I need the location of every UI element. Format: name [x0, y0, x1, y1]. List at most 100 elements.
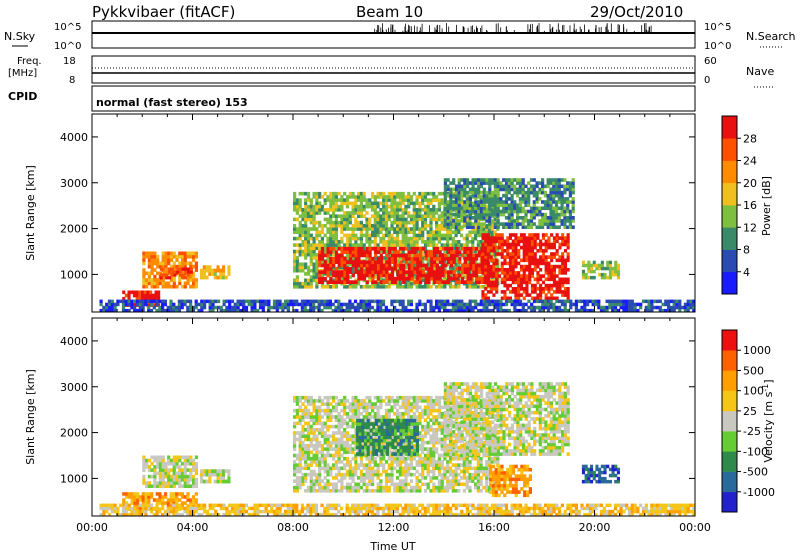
echo-cell — [566, 181, 570, 185]
echo-cell — [142, 281, 146, 286]
echo-cell — [446, 206, 450, 211]
echo-cell — [371, 263, 375, 268]
echo-cell — [293, 485, 297, 490]
echo-cell — [295, 211, 299, 215]
echo-cell — [479, 285, 483, 289]
echo-cell — [178, 267, 182, 271]
echo-cell — [119, 299, 123, 304]
echo-cell — [306, 236, 311, 241]
echo-cell — [334, 217, 338, 222]
echo-cell — [557, 190, 561, 195]
echo-cell — [315, 444, 319, 448]
echo-cell — [295, 395, 299, 400]
echo-cell — [295, 485, 299, 490]
echo-cell — [292, 308, 296, 313]
echo-cell — [447, 256, 451, 261]
echo-cell — [415, 249, 419, 254]
echo-cell — [304, 198, 308, 202]
echo-cell — [371, 270, 375, 274]
echo-cell — [625, 308, 629, 313]
echo-cell — [362, 250, 367, 254]
echo-cell — [550, 255, 554, 259]
echo-cell — [323, 211, 327, 215]
echo-cell — [541, 236, 545, 240]
echo-cell — [518, 190, 522, 195]
echo-cell — [309, 201, 313, 206]
echo-cell — [488, 203, 492, 207]
echo-cell — [387, 236, 391, 241]
echo-cell — [692, 305, 696, 310]
echo-cell — [437, 299, 441, 304]
echo-cell — [419, 280, 423, 284]
echo-cell — [225, 299, 229, 304]
echo-cell — [543, 184, 547, 189]
echo-cell — [511, 233, 515, 237]
echo-cell — [437, 198, 441, 202]
echo-cell — [511, 268, 515, 272]
echo-cell — [435, 233, 439, 238]
echo-cell — [178, 278, 182, 282]
echo-cell — [298, 399, 302, 403]
echo-cell — [655, 305, 660, 310]
echo-cell — [614, 266, 618, 271]
echo-cell — [253, 302, 257, 307]
echo-cell — [536, 296, 540, 301]
echo-cell — [517, 280, 521, 285]
echo-cell — [222, 469, 226, 474]
echo-cell — [359, 299, 363, 304]
echo-cell — [489, 271, 493, 275]
echo-cell — [328, 302, 332, 307]
echo-cell — [409, 198, 414, 202]
echo-cell — [142, 258, 146, 262]
echo-cell — [379, 220, 383, 225]
echo-cell — [332, 273, 336, 278]
echo-cell — [481, 258, 485, 263]
echo-cell — [312, 224, 316, 228]
echo-cell — [549, 206, 553, 211]
echo-cell — [443, 259, 447, 263]
echo-cell — [301, 424, 305, 429]
echo-cell — [368, 260, 372, 264]
echo-cell — [178, 273, 182, 277]
echo-cell — [200, 305, 204, 310]
echo-cell — [466, 256, 470, 261]
echo-cell — [326, 243, 330, 247]
echo-cell — [410, 270, 414, 274]
echo-cell — [357, 236, 361, 241]
echo-cell — [186, 308, 190, 313]
echo-cell — [516, 206, 520, 211]
echo-cell — [156, 465, 160, 469]
echo-cell — [443, 236, 447, 241]
echo-cell — [452, 181, 456, 185]
echo-cell — [373, 285, 377, 289]
echo-cell — [427, 250, 431, 254]
echo-cell — [426, 243, 430, 247]
echo-cell — [421, 273, 425, 278]
echo-cell — [544, 271, 548, 275]
echo-cell — [560, 222, 564, 226]
echo-cell — [340, 201, 344, 206]
echo-cell — [147, 305, 151, 310]
echo-cell — [156, 481, 160, 485]
echo-cell — [481, 290, 485, 294]
echo-cell — [323, 249, 327, 254]
echo-cell — [547, 245, 551, 250]
echo-cell — [486, 233, 490, 237]
echo-cell — [138, 299, 142, 304]
echo-cell — [561, 261, 565, 266]
echo-cell — [343, 217, 347, 222]
colorbar-tick-label: 24 — [743, 155, 757, 168]
echo-cell — [415, 214, 419, 218]
echo-cell — [362, 308, 366, 313]
echo-cell — [529, 206, 534, 211]
echo-cell — [298, 236, 302, 241]
echo-cell — [127, 290, 131, 295]
echo-cell — [312, 415, 316, 419]
echo-cell — [538, 181, 542, 185]
echo-cell — [373, 201, 377, 206]
echo-cell — [368, 201, 372, 206]
echo-cell — [293, 281, 297, 286]
echo-cell — [407, 285, 411, 289]
echo-cell — [202, 469, 206, 474]
